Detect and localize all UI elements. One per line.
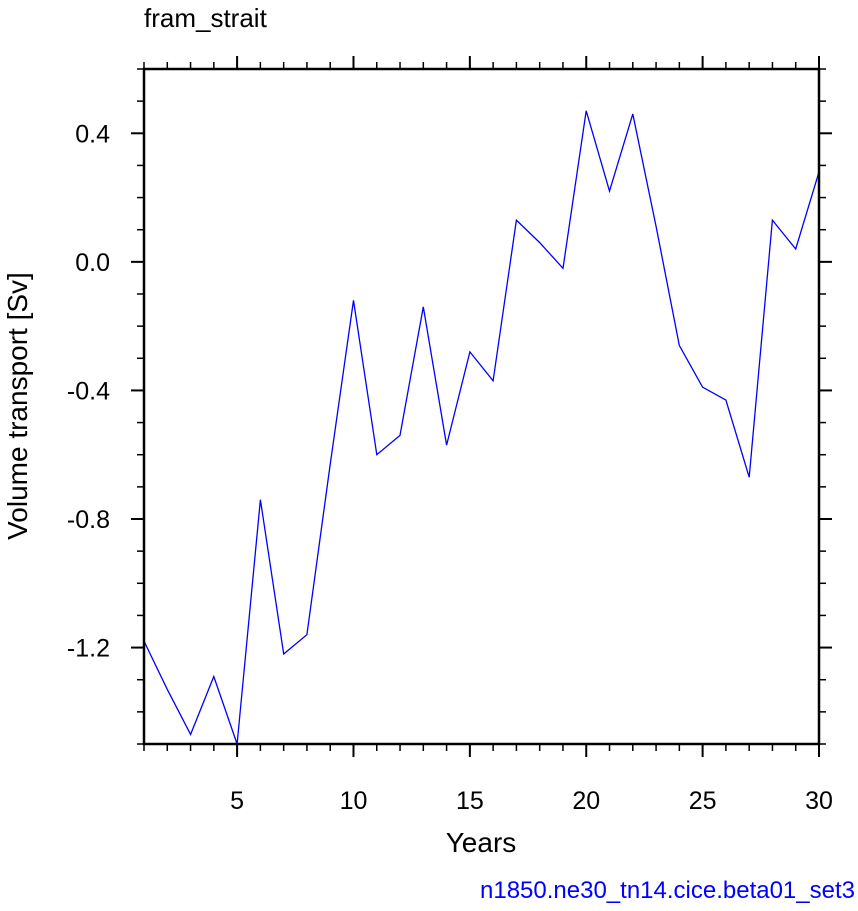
y-tick-label: -1.2 bbox=[67, 635, 110, 663]
x-tick-label: 5 bbox=[230, 787, 244, 815]
y-tick-labels: -1.2 -0.8 -0.4 0.0 0.4 bbox=[67, 120, 110, 662]
y-tick-label: -0.4 bbox=[67, 377, 110, 405]
plot-frame bbox=[142, 67, 821, 746]
x-tick-labels: 5 10 15 20 25 30 bbox=[230, 787, 833, 815]
x-tick-label: 30 bbox=[805, 787, 833, 815]
y-tick-label: -0.8 bbox=[67, 506, 110, 534]
caption: n1850.ne30_tn14.cice.beta01_set3 bbox=[480, 877, 855, 904]
x-tick-label: 15 bbox=[456, 787, 484, 815]
y-tick-label: 0.4 bbox=[75, 120, 110, 148]
x-axis-label: Years bbox=[446, 827, 517, 858]
series-line bbox=[143, 110, 820, 745]
minor-ticks bbox=[137, 62, 826, 751]
y-axis-label: Volume transport [Sv] bbox=[2, 272, 33, 540]
x-tick-label: 25 bbox=[689, 787, 717, 815]
y-tick-label: 0.0 bbox=[75, 249, 110, 277]
chart-title: fram_strait bbox=[144, 3, 268, 33]
x-tick-label: 20 bbox=[572, 787, 600, 815]
x-tick-label: 10 bbox=[340, 787, 368, 815]
major-ticks bbox=[131, 56, 832, 757]
